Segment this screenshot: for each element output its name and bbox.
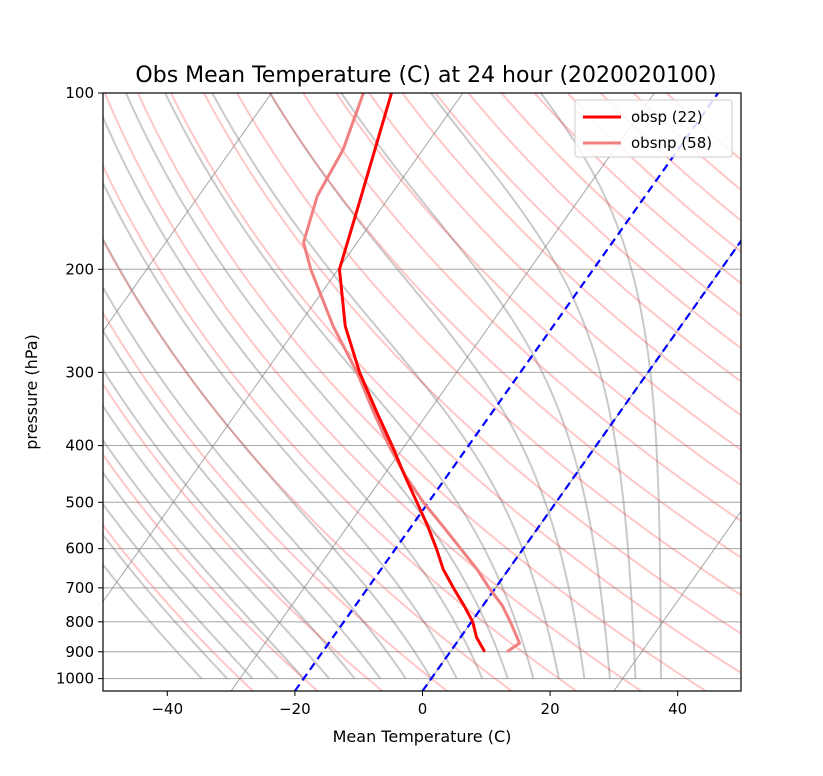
dry-adiabat-line [170, 93, 741, 674]
dashed-reference-lines [294, 93, 741, 691]
x-tick-label: 40 [668, 700, 687, 718]
dry-adiabat-line [533, 93, 741, 285]
isotherms [103, 93, 823, 691]
moist-adiabat-line [430, 93, 637, 679]
y-tick-label: 900 [65, 643, 94, 661]
moist-adiabat-line [103, 368, 356, 680]
moist-adiabats [103, 93, 662, 680]
moist-adiabat-line [103, 328, 382, 680]
dry-adiabat-line [103, 163, 577, 691]
dry-adiabat-line [203, 93, 741, 635]
y-tick-label: 1000 [56, 670, 94, 688]
moist-adiabat-line [125, 93, 509, 679]
moist-adiabat-line [103, 114, 484, 679]
y-tick-label: 600 [65, 540, 94, 558]
moist-adiabat-line [164, 93, 535, 679]
dry-adiabat-line [103, 93, 642, 691]
dry-adiabat-line [103, 310, 448, 691]
x-tick-label: −40 [151, 700, 183, 718]
y-tick-label: 700 [65, 579, 94, 597]
chart-title: Obs Mean Temperature (C) at 24 hour (202… [135, 63, 716, 88]
moist-adiabat-line [340, 93, 611, 679]
isotherm-line [613, 510, 741, 691]
x-axis: −40 −20 0 20 40 [151, 691, 687, 718]
moist-adiabat-line [103, 471, 279, 680]
plot-frame [102, 92, 742, 692]
dry-adiabats [103, 93, 741, 691]
moist-adiabat-line [211, 93, 560, 679]
dry-adiabat-line [434, 93, 741, 383]
dry-adiabat-line [335, 93, 741, 487]
moist-adiabat-line [103, 563, 203, 680]
dry-adiabat-line [236, 93, 741, 597]
dry-adiabat-line [136, 93, 707, 691]
dry-adiabat-line [566, 93, 741, 253]
dry-adiabat-line [103, 382, 383, 691]
x-tick-label: −20 [279, 700, 311, 718]
moist-adiabat-line [103, 502, 254, 680]
dashed-reference-line [294, 93, 720, 691]
y-axis: 1000 900 800 700 600 500 400 300 200 100 [56, 84, 103, 688]
moist-adiabat-line [268, 93, 586, 679]
legend: obsp (22) obsnp (58) [574, 99, 733, 158]
moist-adiabat-line [103, 533, 228, 680]
y-tick-label: 800 [65, 613, 94, 631]
isotherm-line [805, 93, 823, 691]
dry-adiabat-line [103, 523, 254, 691]
dry-adiabat-line [401, 93, 741, 417]
y-tick-label: 300 [65, 363, 94, 381]
dry-adiabat-line [500, 93, 741, 317]
y-tick-label: 200 [65, 260, 94, 278]
y-tick-label: 500 [65, 493, 94, 511]
x-tick-label: 0 [418, 700, 428, 718]
moist-adiabat-line [103, 404, 330, 680]
legend-label-obsnp: obsnp (58) [631, 134, 712, 152]
moist-adiabat-line [103, 438, 305, 680]
legend-label-obsp: obsp (22) [631, 108, 703, 126]
dry-adiabat-line [269, 93, 741, 559]
y-axis-label: pressure (hPa) [22, 334, 41, 450]
x-tick-label: 20 [541, 700, 560, 718]
moist-adiabat-line [539, 93, 662, 679]
dry-adiabat-line [599, 93, 741, 222]
plot-area [103, 93, 823, 691]
moist-adiabat-line [103, 285, 407, 680]
isotherm-line [103, 93, 464, 603]
dry-adiabat-line [368, 93, 741, 452]
y-tick-label: 400 [65, 437, 94, 455]
dry-adiabat-line [103, 238, 513, 691]
dry-adiabat-line [665, 93, 741, 161]
moist-adiabat-line [103, 236, 433, 680]
isotherm-line [230, 93, 655, 691]
isotherm-line [103, 93, 272, 333]
dry-adiabat-line [103, 452, 319, 691]
dry-adiabat-line [302, 93, 741, 523]
series-layer [302, 93, 522, 654]
x-axis-label: Mean Temperature (C) [333, 727, 512, 746]
y-tick-label: 100 [65, 84, 94, 102]
dry-adiabat-line [467, 93, 741, 350]
moist-adiabat-line [103, 180, 458, 680]
series-line-obsp [337, 93, 487, 653]
